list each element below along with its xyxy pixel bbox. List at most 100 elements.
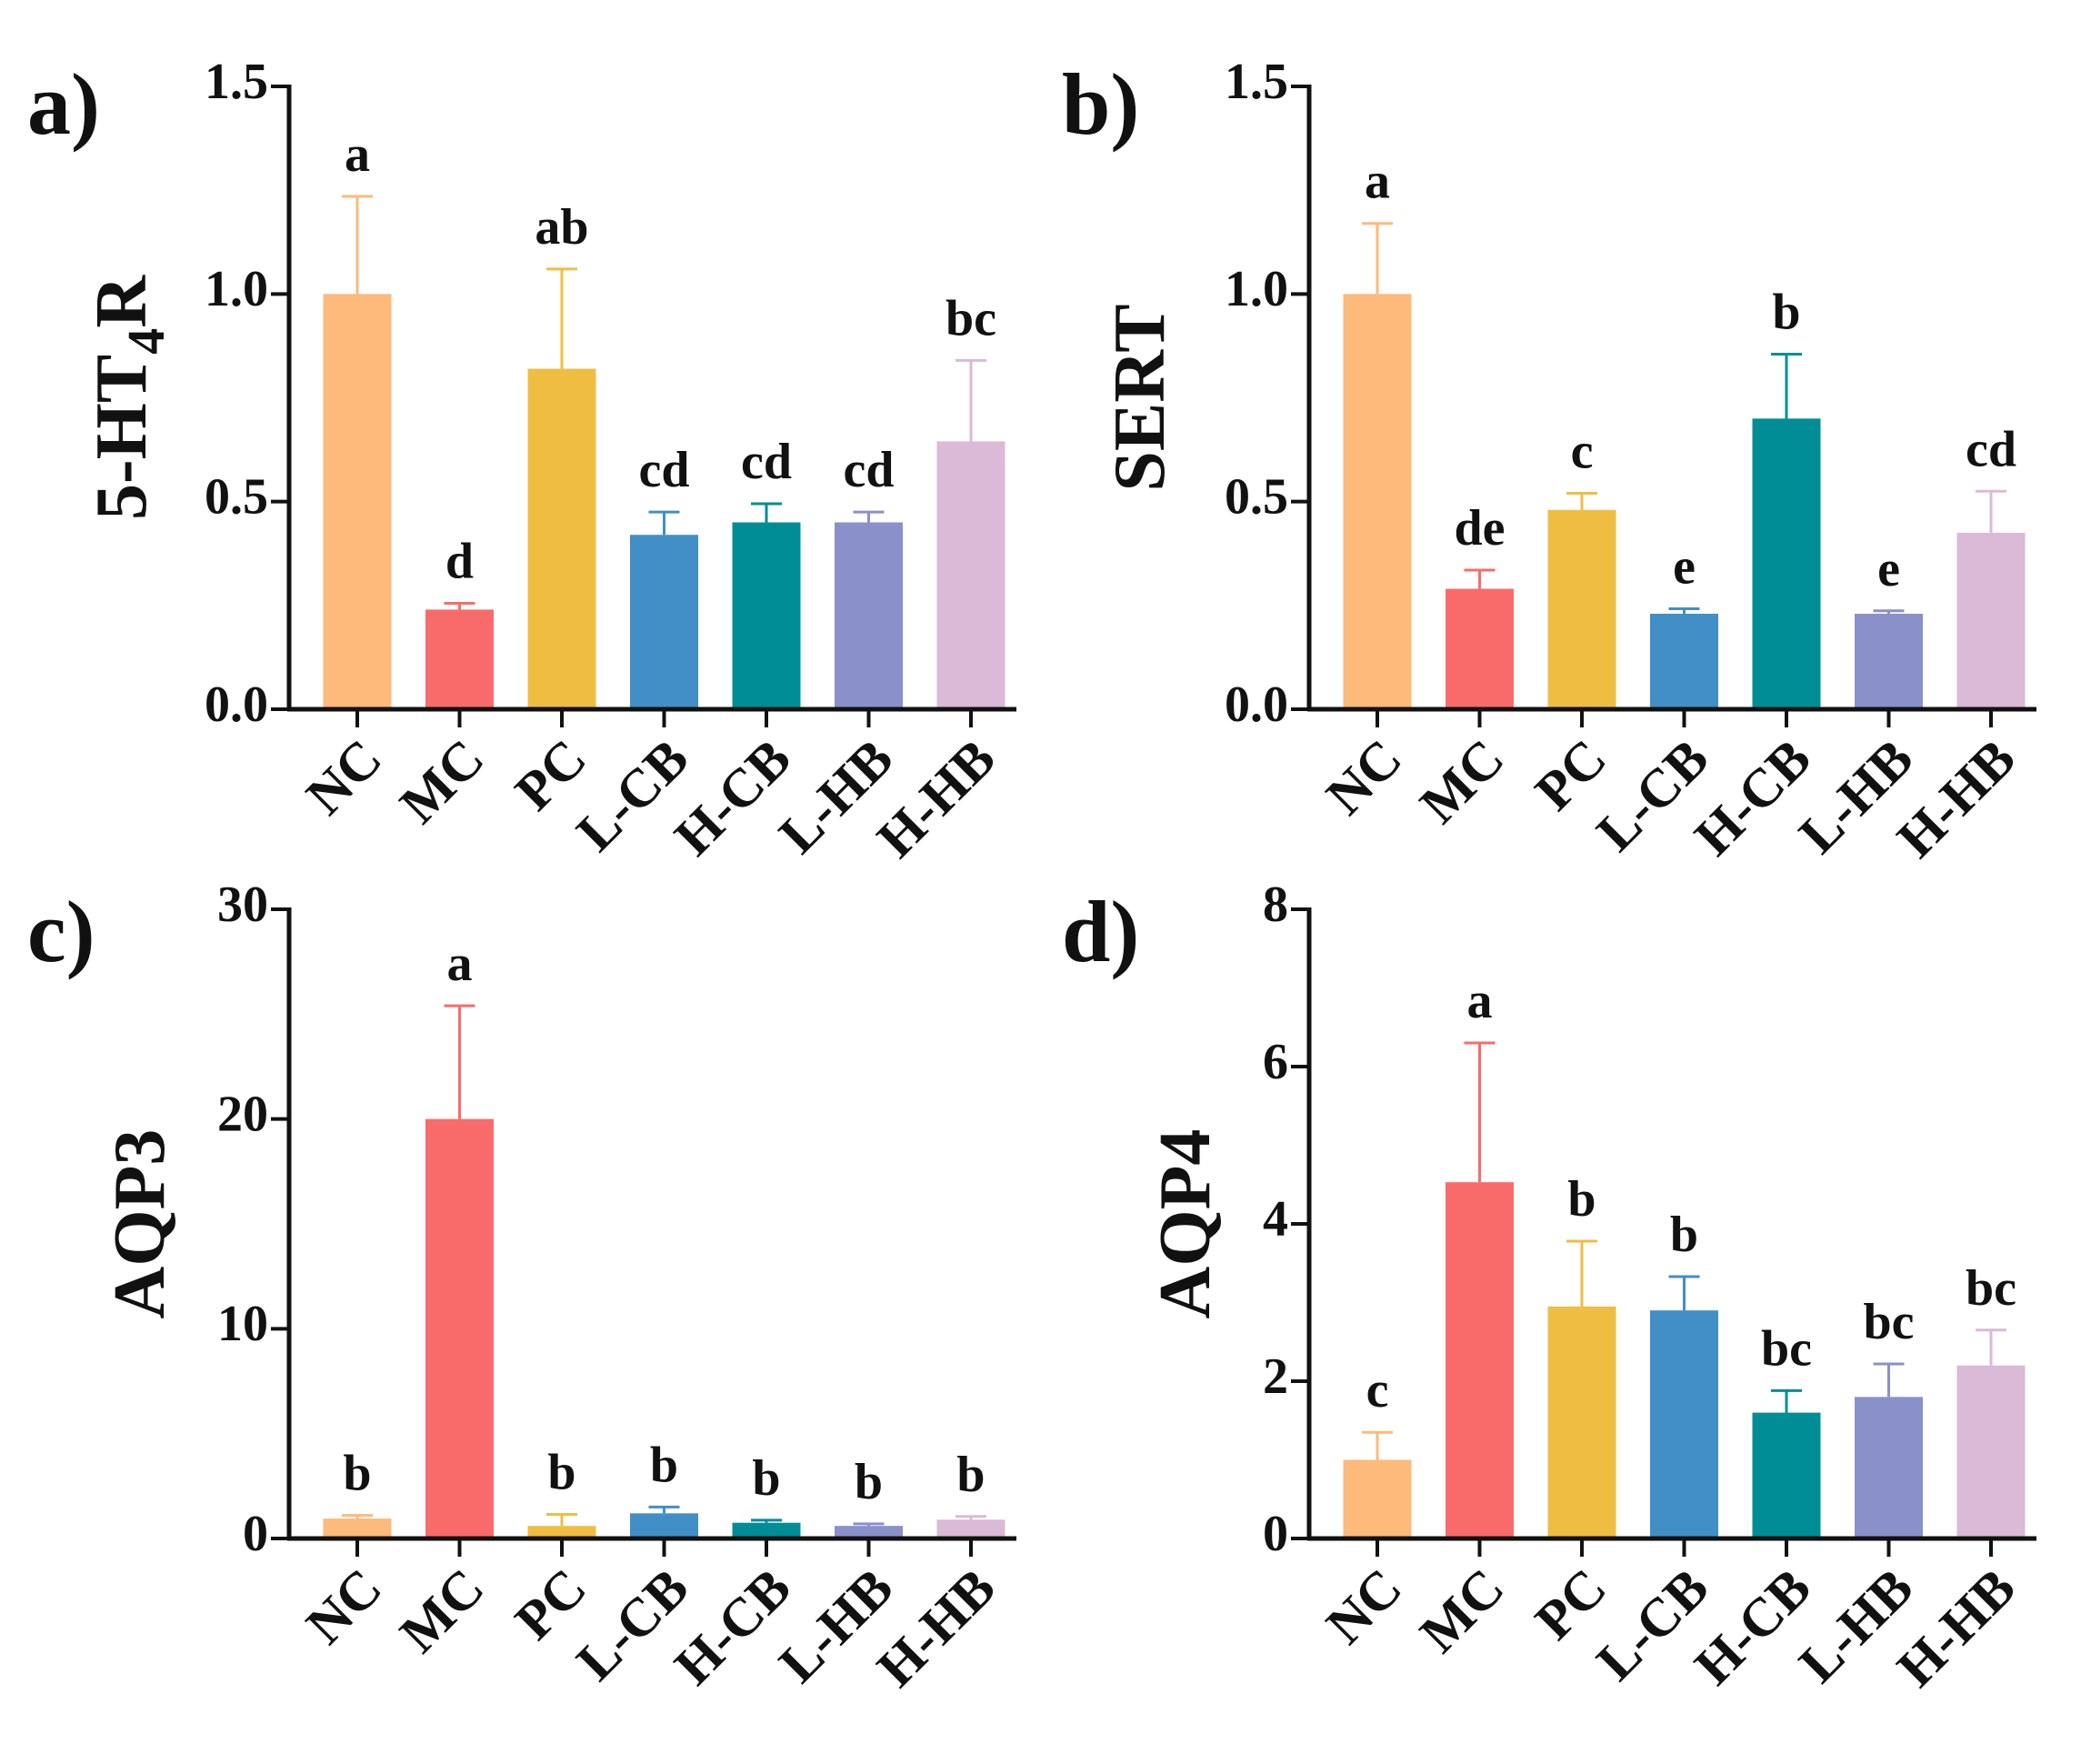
significance-letter: cd — [1966, 421, 2016, 477]
y-tick-label: 1.0 — [1225, 261, 1288, 317]
significance-letter: cd — [639, 442, 690, 498]
bar-l-cb — [630, 535, 698, 709]
x-tick-label: NC — [295, 728, 393, 827]
significance-letter: e — [1877, 541, 1900, 597]
bar-pc — [1547, 1306, 1616, 1538]
panel-label: d) — [1062, 883, 1139, 980]
x-tick-label: H-CB — [1683, 1558, 1822, 1697]
significance-letter: a — [345, 126, 370, 183]
bar-h-hb — [936, 1519, 1005, 1538]
significance-letter: bc — [1966, 1260, 2016, 1317]
significance-letter: b — [956, 1447, 985, 1503]
bar-mc — [1446, 588, 1514, 709]
bar-h-hb — [1956, 532, 2026, 709]
y-axis-label: AQP3 — [100, 1129, 180, 1319]
x-tick-label: H-CB — [663, 1558, 802, 1697]
significance-letter: de — [1455, 500, 1506, 556]
y-tick-label: 0.5 — [205, 469, 268, 526]
panel-c: c)AQP3bNCaMCbPCbL-CBbH-CBbL-HBbH-HB01020… — [27, 877, 1016, 1699]
significance-letter: b — [855, 1454, 883, 1510]
y-tick-label: 10 — [217, 1296, 268, 1352]
y-axis-label-main: 5-HT — [82, 355, 162, 520]
bar-pc — [1547, 509, 1616, 709]
bar-nc — [323, 1518, 392, 1538]
bar-l-hb — [835, 1526, 903, 1538]
panel-label: a) — [27, 55, 100, 153]
significance-letter: a — [1467, 973, 1493, 1029]
y-axis-label-main: SERT — [1100, 304, 1180, 491]
bar-l-hb — [1855, 613, 1923, 709]
bar-h-cb — [1752, 1412, 1821, 1538]
significance-letter: a — [1365, 154, 1390, 210]
y-tick-label: 1.5 — [1225, 54, 1288, 110]
x-tick-label: H-HB — [1886, 728, 2026, 869]
x-tick-label: NC — [1315, 1558, 1413, 1656]
significance-letter: bc — [945, 290, 996, 346]
x-tick-label: MC — [388, 1558, 495, 1664]
bar-pc — [527, 1526, 596, 1538]
significance-letter: b — [343, 1446, 371, 1502]
bar-h-hb — [936, 441, 1005, 709]
y-axis-label-main: AQP4 — [1146, 1129, 1226, 1319]
y-tick-label: 0.0 — [205, 677, 268, 733]
bar-l-hb — [1855, 1397, 1923, 1538]
bar-nc — [1343, 1459, 1412, 1538]
significance-letter: ab — [535, 199, 588, 256]
bar-h-cb — [1752, 418, 1821, 709]
significance-letter: c — [1366, 1362, 1389, 1418]
x-tick-label: MC — [1408, 1558, 1515, 1664]
panel-b: b)SERTaNCdeMCcPCeL-CBbH-CBeL-HBcdH-HB0.0… — [1062, 54, 2036, 869]
significance-letter: b — [1567, 1171, 1596, 1228]
bar-mc — [425, 1118, 494, 1538]
y-axis-label: AQP4 — [1146, 1129, 1226, 1319]
y-tick-label: 2 — [1263, 1348, 1288, 1405]
bar-l-hb — [835, 522, 903, 709]
y-tick-label: 0 — [1263, 1506, 1288, 1562]
y-tick-label: 1.5 — [205, 54, 268, 110]
y-tick-label: 30 — [217, 877, 268, 933]
x-tick-label: H-CB — [663, 728, 802, 867]
bar-mc — [1446, 1182, 1514, 1538]
x-tick-label: L-CB — [565, 1558, 700, 1692]
bar-l-cb — [1650, 1310, 1718, 1538]
y-axis-label: SERT — [1100, 304, 1180, 491]
bar-pc — [527, 368, 596, 709]
bar-nc — [1343, 294, 1412, 709]
significance-letter: d — [445, 534, 474, 590]
significance-letter: e — [1673, 538, 1696, 595]
bar-h-cb — [732, 1522, 801, 1538]
x-tick-label: H-HB — [865, 1558, 1006, 1699]
y-tick-label: 8 — [1263, 877, 1288, 933]
significance-letter: cd — [741, 434, 792, 490]
x-tick-label: H-HB — [1886, 1558, 2026, 1699]
x-tick-label: H-HB — [865, 728, 1006, 869]
panel-d: d)AQP4cNCaMCbPCbL-CBbcH-CBbcL-HBbcH-HB02… — [1062, 877, 2036, 1699]
significance-letter: b — [650, 1437, 678, 1493]
bar-l-cb — [630, 1513, 698, 1538]
y-axis-label-main: AQP3 — [100, 1129, 180, 1319]
panel-a: a)5-HT4RaNCdMCabPCcdL-CBcdH-CBcdL-HBbcH-… — [27, 54, 1016, 869]
significance-letter: c — [1571, 424, 1594, 480]
significance-letter: b — [1772, 285, 1800, 341]
y-axis-label-subscript: 4 — [116, 328, 175, 355]
x-tick-label: L-CB — [565, 728, 700, 863]
panel-label: b) — [1062, 55, 1139, 153]
x-tick-label: NC — [295, 1558, 393, 1656]
y-axis-label-suffix: R — [82, 275, 162, 328]
y-tick-label: 0.5 — [1225, 469, 1288, 526]
x-tick-label: MC — [1408, 728, 1515, 835]
y-tick-label: 1.0 — [205, 261, 268, 317]
x-tick-label: NC — [1315, 728, 1413, 827]
y-tick-label: 20 — [217, 1087, 268, 1143]
y-tick-label: 4 — [1263, 1191, 1288, 1248]
bar-h-cb — [732, 522, 801, 709]
significance-letter: cd — [844, 442, 895, 498]
significance-letter: b — [752, 1450, 780, 1507]
significance-letter: a — [447, 936, 473, 992]
bar-l-cb — [1650, 613, 1718, 709]
x-tick-label: MC — [388, 728, 495, 835]
significance-letter: b — [1670, 1207, 1698, 1263]
bar-mc — [425, 609, 494, 709]
y-tick-label: 6 — [1263, 1034, 1288, 1090]
